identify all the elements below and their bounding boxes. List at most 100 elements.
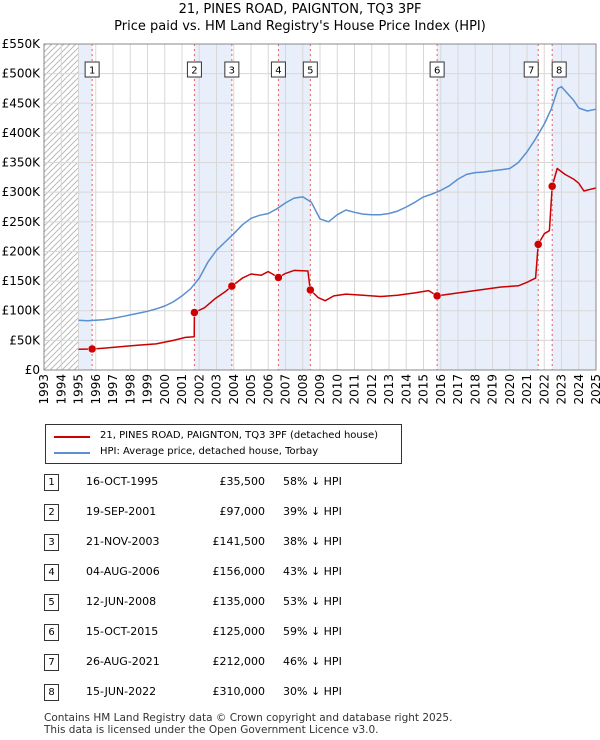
x-tick-label: 2015 xyxy=(417,374,431,405)
x-tick-label: 2012 xyxy=(365,374,379,405)
sale-number: 1 xyxy=(44,474,59,491)
sale-label-border xyxy=(551,61,567,78)
legend-swatch-hpi xyxy=(54,452,90,454)
sale-point xyxy=(190,308,199,317)
y-tick-label: £350K xyxy=(2,156,42,170)
sale-date: 26-AUG-2021 xyxy=(86,655,160,668)
sale-label-text: 7 xyxy=(528,66,534,77)
legend-label-property: 21, PINES ROAD, PAIGNTON, TQ3 3PF (detac… xyxy=(100,430,379,441)
sale-label-border xyxy=(523,61,539,78)
sale-label-box: 5 xyxy=(302,61,318,78)
sale-label-box: 6 xyxy=(429,61,445,78)
x-tick-label: 1994 xyxy=(54,374,68,405)
price-chart: 1 2 3 4 5 6 7 8 £0 £50K £100K £150K £200K £250K £300K £… xyxy=(2,37,600,405)
sale-price: £125,000 xyxy=(212,625,266,638)
sale-hpi-diff: 53% ↓ HPI xyxy=(283,595,342,608)
sale-point xyxy=(432,291,442,301)
sale-point xyxy=(306,285,315,295)
x-tick-label: 1996 xyxy=(89,374,103,405)
x-tick-label: 1998 xyxy=(123,374,137,405)
y-tick-label: £50K xyxy=(9,333,41,347)
x-tick-label: 2018 xyxy=(468,374,482,405)
sale-date: 15-JUN-2022 xyxy=(86,685,157,698)
y-tick-label: £250K xyxy=(2,215,42,229)
sale-label-border xyxy=(302,61,318,78)
sale-hpi-diff: 43% ↓ HPI xyxy=(283,565,342,578)
x-tick-label: 1999 xyxy=(141,374,155,405)
sale-date: 04-AUG-2006 xyxy=(86,565,160,578)
y-tick-label: £100K xyxy=(2,304,42,318)
footer-licence: This data is licensed under the Open Gov… xyxy=(44,724,379,736)
x-tick-label: 2025 xyxy=(589,374,600,405)
sale-hpi-diff: 30% ↓ HPI xyxy=(283,685,342,698)
sale-number: 8 xyxy=(44,684,59,701)
sale-label-border xyxy=(224,61,240,78)
shaded-span xyxy=(278,44,311,370)
x-tick-label: 2016 xyxy=(434,374,448,405)
sale-date: 19-SEP-2001 xyxy=(86,505,157,518)
x-tick-label: 2011 xyxy=(348,374,362,405)
sale-hpi-diff: 46% ↓ HPI xyxy=(283,655,342,668)
x-tick-label: 2019 xyxy=(486,374,500,405)
shaded-span xyxy=(552,44,596,370)
x-tick-label: 2022 xyxy=(537,374,551,405)
sale-label-border xyxy=(429,61,445,78)
sale-label-border xyxy=(270,61,286,78)
sale-price: £135,000 xyxy=(212,595,266,608)
sale-date: 16-OCT-1995 xyxy=(86,475,159,488)
x-tick-label: 2008 xyxy=(296,374,310,405)
footer-copyright: Contains HM Land Registry data © Crown c… xyxy=(44,712,453,724)
shaded-span xyxy=(437,44,539,370)
sale-number: 7 xyxy=(44,654,59,671)
x-tick-label: 2024 xyxy=(572,374,586,405)
sale-number: 5 xyxy=(44,594,59,611)
sale-number: 3 xyxy=(44,534,59,551)
sale-number: 6 xyxy=(44,624,59,641)
sale-date: 15-OCT-2015 xyxy=(86,625,159,638)
x-tick-label: 2013 xyxy=(382,374,396,405)
x-tick-label: 2021 xyxy=(520,374,534,405)
sale-label-text: 1 xyxy=(89,66,95,77)
sale-date: 21-NOV-2003 xyxy=(86,535,160,548)
sale-label-text: 2 xyxy=(191,66,197,77)
x-tick-label: 2001 xyxy=(175,374,189,405)
y-tick-label: £400K xyxy=(2,126,42,140)
y-tick-label: £200K xyxy=(2,244,42,258)
y-tick-label: £500K xyxy=(2,67,42,81)
x-tick-label: 2007 xyxy=(279,374,293,405)
sale-number: 4 xyxy=(44,564,59,581)
x-tick-label: 2020 xyxy=(503,374,517,405)
x-tick-label: 2002 xyxy=(192,374,206,405)
sale-label-text: 3 xyxy=(229,66,235,77)
sale-price: £310,000 xyxy=(212,685,266,698)
x-tick-label: 2010 xyxy=(330,374,344,405)
sale-point xyxy=(274,273,283,282)
sale-label-box: 8 xyxy=(551,61,567,78)
x-tick-label: 1997 xyxy=(106,374,120,405)
x-tick-label: 2014 xyxy=(399,374,413,405)
sale-label-border xyxy=(186,61,202,78)
legend-swatch-property xyxy=(54,436,90,438)
legend: 21, PINES ROAD, PAIGNTON, TQ3 3PF (detac… xyxy=(45,424,402,464)
sale-label-box: 3 xyxy=(224,61,240,78)
sale-label-text: 8 xyxy=(556,66,562,77)
sale-hpi-diff: 59% ↓ HPI xyxy=(283,625,342,638)
chart-subtitle: Price paid vs. HM Land Registry's House … xyxy=(114,19,486,34)
sale-price: £141,500 xyxy=(212,535,266,548)
sale-label-box: 7 xyxy=(523,61,539,78)
shaded-span xyxy=(194,44,232,370)
chart-title: 21, PINES ROAD, PAIGNTON, TQ3 3PF xyxy=(178,2,422,17)
property-price-line xyxy=(78,167,597,351)
x-tick-label: 1995 xyxy=(72,374,86,405)
sale-price: £35,500 xyxy=(219,475,266,488)
sale-price: £156,000 xyxy=(212,565,266,578)
shaded-span xyxy=(78,44,93,370)
y-tick-label: £550K xyxy=(2,37,42,51)
x-tick-label: 2009 xyxy=(313,374,327,405)
sale-label-text: 4 xyxy=(275,66,281,77)
sale-point xyxy=(87,344,97,354)
sale-point xyxy=(227,281,237,291)
sale-price: £212,000 xyxy=(212,655,266,668)
x-tick-label: 2003 xyxy=(210,374,224,405)
sale-hpi-diff: 39% ↓ HPI xyxy=(283,505,342,518)
